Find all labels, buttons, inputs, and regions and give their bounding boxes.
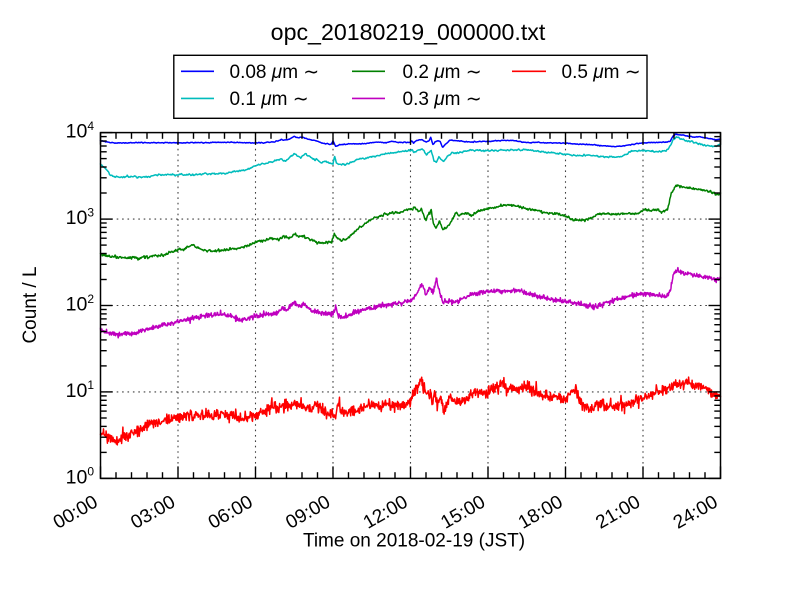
svg-text:0.2 μm ∼: 0.2 μm ∼ xyxy=(403,62,482,83)
svg-text:opc_20180219_000000.txt: opc_20180219_000000.txt xyxy=(271,19,546,45)
svg-text:0.5 μm ∼: 0.5 μm ∼ xyxy=(562,62,641,83)
svg-text:Count / L: Count / L xyxy=(20,266,41,343)
svg-text:104: 104 xyxy=(66,119,95,143)
svg-text:Time on 2018-02-19 (JST): Time on 2018-02-19 (JST) xyxy=(303,531,525,552)
svg-text:101: 101 xyxy=(66,378,95,402)
svg-text:0.3 μm ∼: 0.3 μm ∼ xyxy=(403,89,482,110)
svg-text:102: 102 xyxy=(66,292,95,316)
svg-text:100: 100 xyxy=(66,465,95,489)
svg-text:0.08 μm ∼: 0.08 μm ∼ xyxy=(230,62,320,83)
svg-text:0.1 μm ∼: 0.1 μm ∼ xyxy=(230,89,309,110)
svg-text:103: 103 xyxy=(66,205,95,229)
